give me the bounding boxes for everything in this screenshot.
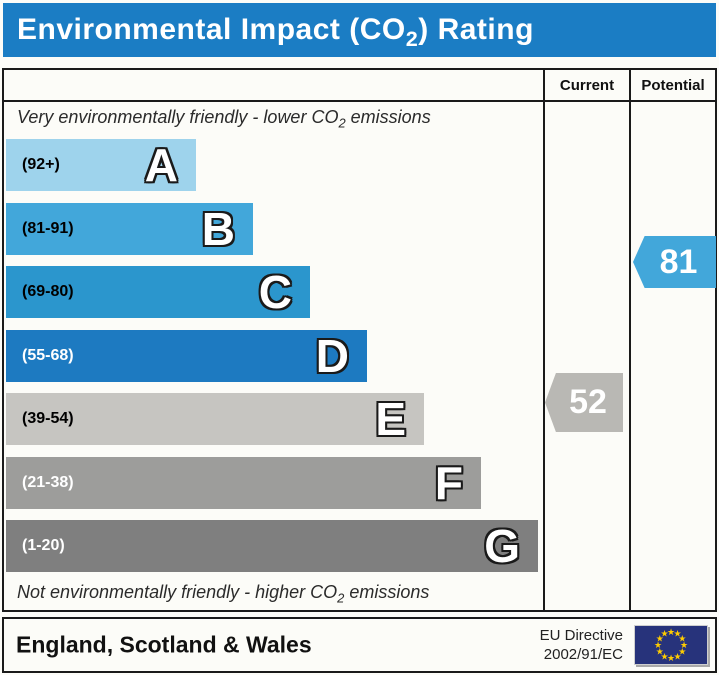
rating-bands: (92+) A (81-91) B (69-80) C (55-68) D (3… xyxy=(6,139,543,573)
band-range: (39-54) xyxy=(22,410,74,427)
eu-flag-icon: ★ ★ ★ ★ ★ ★ ★ ★ ★ ★ ★ ★ xyxy=(634,625,708,665)
band-row: (55-68) D xyxy=(6,330,367,382)
band-letter: F xyxy=(434,457,463,509)
band-letter: E xyxy=(375,393,406,445)
chart-title-bar: Environmental Impact (CO2) Rating xyxy=(3,3,716,57)
band-row: (21-38) F xyxy=(6,457,481,509)
band-row: (1-20) G xyxy=(6,520,538,572)
footer-bar: England, Scotland & Wales EU Directive 2… xyxy=(2,617,717,673)
band-letter: D xyxy=(315,330,349,382)
band-range: (55-68) xyxy=(22,347,74,364)
band-range: (1-20) xyxy=(22,537,65,554)
page-title: Environmental Impact (CO2) Rating xyxy=(17,13,534,51)
bottom-note: Not environmentally friendly - higher CO… xyxy=(17,582,430,606)
band-row: (92+) A xyxy=(6,139,196,191)
region-label: England, Scotland & Wales xyxy=(16,631,312,658)
column-divider-potential xyxy=(629,70,631,610)
band-row: (81-91) B xyxy=(6,203,253,255)
eu-directive-label: EU Directive 2002/91/EC xyxy=(540,626,623,664)
band-range: (81-91) xyxy=(22,220,74,237)
column-divider-current xyxy=(543,70,545,610)
eu-directive-line2: 2002/91/EC xyxy=(543,646,623,663)
band-letter: C xyxy=(258,266,292,318)
band-range: (69-80) xyxy=(22,283,74,300)
current-rating-value: 52 xyxy=(569,383,607,421)
band-letter: A xyxy=(144,139,178,191)
band-range: (92+) xyxy=(22,156,60,173)
current-rating-arrow: 52 xyxy=(545,373,623,432)
column-header-potential: Potential xyxy=(641,76,705,94)
header-divider xyxy=(4,100,715,102)
band-row: (39-54) E xyxy=(6,393,424,445)
band-letter: G xyxy=(484,520,520,572)
column-header-current: Current xyxy=(559,76,615,94)
eu-directive-line1: EU Directive xyxy=(539,627,623,644)
band-letter: B xyxy=(201,203,235,255)
potential-rating-arrow: 81 xyxy=(633,236,716,288)
top-note: Very environmentally friendly - lower CO… xyxy=(17,107,431,131)
band-range: (21-38) xyxy=(22,474,74,491)
potential-rating-value: 81 xyxy=(659,242,698,281)
band-row: (69-80) C xyxy=(6,266,310,318)
rating-table: Current Potential Very environmentally f… xyxy=(2,68,717,612)
